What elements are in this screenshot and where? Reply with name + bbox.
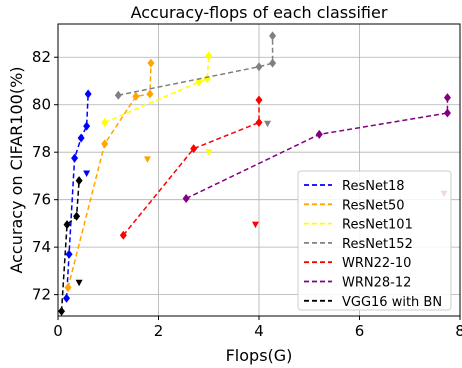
series-line: [67, 63, 152, 288]
y-tick-label: 76: [32, 191, 51, 209]
data-point: [203, 74, 211, 84]
data-point: [83, 121, 91, 131]
series-resnet50: [64, 58, 155, 293]
legend-box: [297, 170, 452, 311]
outlier-marker: [264, 120, 272, 128]
data-point: [190, 144, 198, 154]
data-point: [101, 139, 109, 149]
legend-label: WRN28-12: [342, 276, 411, 291]
legend: ResNet18 ResNet50 ResNet101 ResNet152 WRN22-…: [297, 170, 452, 311]
data-point: [269, 58, 277, 68]
data-point: [84, 89, 92, 99]
legend-label: ResNet18: [342, 179, 405, 194]
tick-layer: 0 2 4 6 8 72 74 76 78 80 82: [32, 48, 462, 340]
data-point: [101, 118, 109, 128]
x-tick-label: 8: [455, 322, 462, 340]
data-point: [147, 58, 155, 68]
legend-label: WRN22-10: [342, 256, 411, 271]
data-point: [64, 283, 72, 293]
y-tick-label: 80: [32, 96, 51, 114]
data-point: [255, 62, 263, 72]
series-resnet152: [114, 31, 277, 128]
data-point: [77, 133, 85, 143]
series-line: [118, 35, 274, 96]
data-point: [443, 93, 451, 103]
outlier-marker: [83, 170, 91, 178]
outlier-marker: [251, 221, 259, 229]
y-tick-label: 82: [32, 48, 51, 66]
data-point: [119, 230, 127, 240]
series-line: [104, 55, 210, 124]
x-tick-label: 6: [355, 322, 365, 340]
series-resnet18: [63, 89, 92, 303]
chart-title: Accuracy-flops of each classifier: [131, 3, 388, 22]
x-axis-label: Flops(G): [226, 346, 293, 365]
legend-label: ResNet101: [342, 218, 413, 233]
y-tick-label: 72: [32, 286, 51, 304]
data-point: [269, 31, 277, 41]
data-point: [71, 153, 79, 163]
x-tick-label: 0: [53, 322, 63, 340]
outlier-marker: [143, 156, 151, 163]
series-wrn22-10: [119, 95, 263, 240]
series-resnet101: [101, 51, 213, 156]
y-tick-label: 78: [32, 143, 51, 161]
legend-label: ResNet50: [342, 198, 405, 213]
data-point: [75, 176, 83, 186]
data-point: [58, 306, 66, 316]
series-line: [60, 180, 80, 312]
data-point: [146, 89, 154, 99]
data-point: [182, 193, 190, 203]
legend-label: VGG16 with BN: [342, 295, 442, 310]
series-line: [185, 97, 449, 200]
data-point: [114, 90, 122, 100]
legend-label: ResNet152: [342, 237, 413, 252]
y-axis-label: Accuracy on CIFAR100(%): [7, 66, 26, 273]
series-line: [65, 93, 89, 299]
x-tick-label: 2: [154, 322, 164, 340]
x-tick-label: 4: [254, 322, 264, 340]
series-line: [122, 99, 260, 236]
grid-layer: [58, 24, 460, 316]
data-point: [132, 91, 140, 101]
data-point: [443, 108, 451, 118]
data-point: [205, 51, 213, 61]
data-point: [65, 249, 73, 259]
outlier-marker: [75, 279, 83, 287]
data-point: [63, 293, 71, 303]
data-point: [73, 211, 81, 221]
y-tick-label: 74: [32, 238, 51, 256]
data-point: [315, 129, 323, 139]
data-point: [255, 118, 263, 128]
outlier-marker: [205, 149, 213, 156]
data-point: [255, 95, 263, 105]
data-point: [63, 220, 71, 230]
series-vgg16-with-bn: [58, 176, 83, 316]
